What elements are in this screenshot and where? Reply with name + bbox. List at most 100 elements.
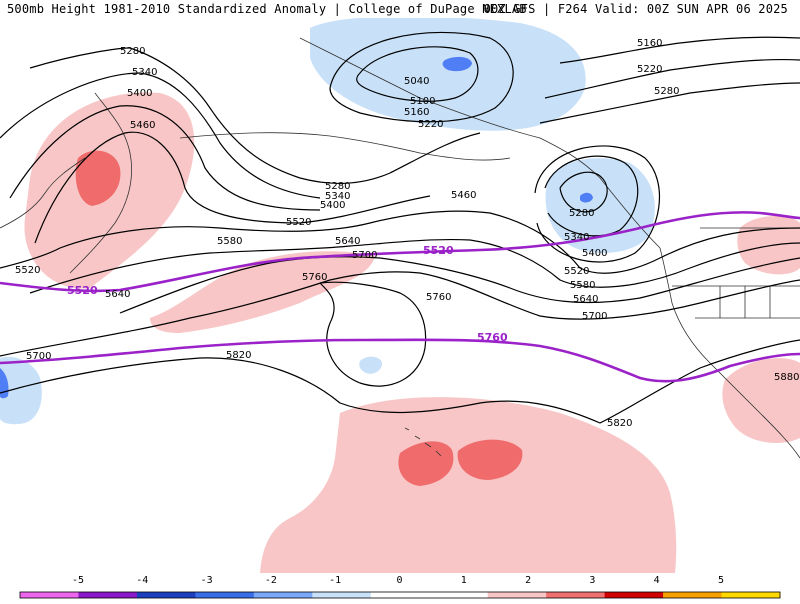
label-5040: 5040: [404, 76, 429, 87]
label-5340-low: 5340: [564, 232, 589, 243]
colorbar-segment: [20, 592, 79, 598]
negative-anomaly-small: [359, 356, 383, 374]
map-panel: 5280 5340 5400 5460 5520 5160 5220 5280 …: [0, 18, 800, 573]
label-5760-mid: 5760: [426, 292, 451, 303]
north-america-west-coast: [659, 247, 800, 459]
label-5880-se: 5880: [774, 372, 799, 383]
positive-anomaly-se: [722, 358, 800, 443]
colorbar-segment: [487, 592, 547, 598]
title-bar: 500mb Height 1981-2010 Standardized Anom…: [0, 0, 800, 18]
colorbar-segment: [253, 592, 313, 598]
strong-positive-nw: [75, 150, 121, 206]
label-5580-c: 5580: [217, 236, 242, 247]
label-5520-low: 5520: [564, 266, 589, 277]
map-title: 500mb Height 1981-2010 Standardized Anom…: [7, 2, 527, 16]
purple-label-5760: 5760: [477, 331, 508, 344]
colorbar-tick-label: 0: [396, 575, 403, 586]
colorbar-segment: [604, 592, 664, 598]
colorbar-tick-label: 2: [525, 575, 532, 586]
colorbar-graphic: [19, 591, 781, 599]
positive-anomaly-central: [150, 251, 375, 333]
colorbar-segment: [312, 592, 372, 598]
contour-5280-ne: [539, 82, 800, 124]
label-5700-low: 5700: [582, 311, 607, 322]
purple-contour-5520: [0, 211, 800, 293]
colorbar-tick-label: -4: [136, 575, 149, 586]
contour-5580: [29, 238, 800, 294]
label-5820-sw: 5820: [226, 350, 251, 361]
highlight-labels: 5520 5520 5760: [67, 244, 508, 344]
label-5280-nw: 5280: [120, 46, 145, 57]
height-contours: [0, 31, 800, 424]
negative-anomaly-west: [0, 356, 42, 425]
label-5700-c: 5700: [352, 250, 377, 261]
colorbar-tick-label: 5: [717, 575, 725, 586]
highlight-contours: [0, 211, 800, 383]
label-5280-c: 5280: [325, 181, 350, 192]
contour-5640: [119, 256, 800, 314]
strong-negative-east: [580, 192, 593, 203]
label-5460-c: 5460: [451, 190, 476, 201]
label-5700-sw: 5700: [26, 351, 51, 362]
model-run-info: 00Z GFS | F264 Valid: 00Z SUN APR 06 202…: [483, 2, 788, 16]
colorbar-segment: [195, 592, 255, 598]
contour-5040-low: [356, 46, 479, 102]
contour-5280-low: [559, 171, 608, 213]
label-5100: 5100: [410, 96, 435, 107]
colorbar-segment: [721, 592, 781, 598]
label-5520-c: 5520: [286, 217, 311, 228]
colorbar-segment: [429, 592, 489, 598]
purple-label-5520-w: 5520: [67, 284, 98, 297]
alaska-coast: [299, 37, 661, 249]
state-lines: [695, 286, 800, 319]
label-5340-nw: 5340: [132, 67, 157, 78]
purple-contour-5760: [0, 338, 800, 383]
label-5400-low: 5400: [582, 248, 607, 259]
contour-5220-ne: [544, 58, 800, 99]
label-5160-n: 5160: [404, 107, 429, 118]
colorbar-segment: [370, 592, 430, 598]
contour-5400-low: [534, 145, 660, 263]
label-5460-nw: 5460: [130, 120, 155, 131]
map-canvas: 5280 5340 5400 5460 5520 5160 5220 5280 …: [0, 18, 800, 573]
contour-labels: 5280 5340 5400 5460 5520 5160 5220 5280 …: [15, 38, 799, 429]
label-5160-ne: 5160: [637, 38, 662, 49]
colorbar-segment: [546, 592, 606, 598]
label-5400-c: 5400: [320, 200, 345, 211]
anomaly-shading: [0, 18, 800, 573]
label-5820-s: 5820: [607, 418, 632, 429]
contour-5160-ne: [559, 36, 800, 64]
contour-5280-north: [29, 47, 481, 185]
colorbar-segment: [663, 592, 723, 598]
label-5400-nw: 5400: [127, 88, 152, 99]
contour-5460-north: [34, 131, 431, 244]
colorbar-tick-label: 4: [653, 575, 660, 586]
colorbar-segment: [136, 592, 196, 598]
label-5640-c: 5640: [335, 236, 360, 247]
colorbar-outline: [19, 591, 781, 599]
colorbar-tick-label: -5: [71, 575, 85, 586]
contour-5700-sw: [0, 271, 800, 357]
contour-5820: [0, 339, 800, 424]
label-5640-low: 5640: [573, 294, 598, 305]
label-5520-w: 5520: [15, 265, 40, 276]
label-5280-ne: 5280: [654, 86, 679, 97]
colorbar-segment: [78, 592, 138, 598]
kamchatka-coast: [69, 92, 133, 274]
colorbar-tick-label: 3: [589, 575, 596, 586]
label-5220-ne: 5220: [637, 64, 662, 75]
colorbar-tick-label: -1: [329, 575, 342, 586]
strong-negative-north: [442, 56, 472, 72]
asia-coast: [0, 157, 86, 229]
negative-anomaly-east: [545, 158, 655, 253]
label-5580-low: 5580: [570, 280, 595, 291]
strong-positive-south-a: [398, 441, 454, 486]
label-5220-n: 5220: [418, 119, 443, 130]
purple-label-5520-e: 5520: [423, 244, 454, 257]
hawaii-islands: [404, 427, 442, 457]
anomaly-colorbar: -5 -4 -3 -2 -1 0 1 2 3 4 5: [0, 573, 800, 600]
positive-anomaly-south: [260, 397, 677, 573]
contour-5340-north: [0, 72, 321, 199]
label-5340-c: 5340: [325, 191, 350, 202]
colorbar-segments: [20, 592, 781, 598]
